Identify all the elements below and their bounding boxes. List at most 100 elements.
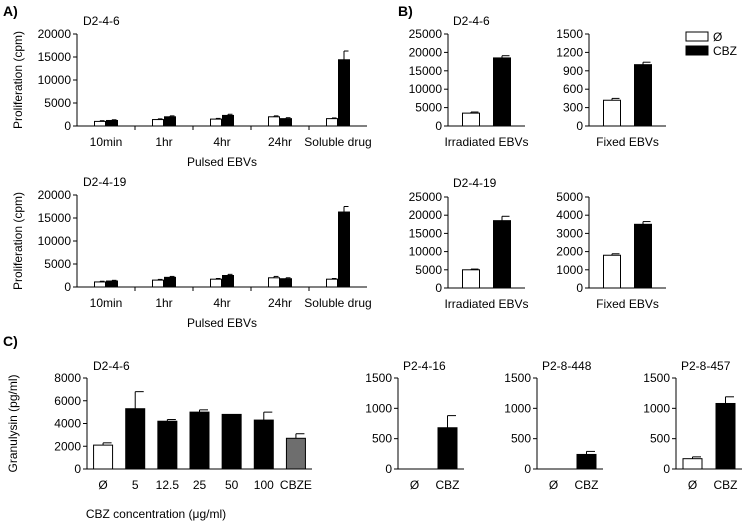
legend-swatch-none — [685, 31, 709, 42]
y-tick-label: 15000 — [38, 211, 72, 225]
bar-none — [326, 278, 338, 288]
bar-cbz — [222, 275, 234, 288]
y-tick-label: 0 — [663, 462, 670, 476]
bar-drug — [125, 408, 146, 470]
bar-none — [682, 458, 703, 470]
x-tick-label: 25 — [193, 478, 207, 492]
chart-b1: D2-4-6 0 5000 10000 15000 20000 25000 Irradiate… — [409, 14, 529, 149]
bar-cbz — [106, 119, 118, 127]
y-tick-label: 1000 — [365, 401, 392, 415]
y-tick-label: 600 — [563, 82, 583, 96]
y-tick-label: 10000 — [409, 82, 443, 96]
y-tick-label: 5000 — [44, 257, 71, 271]
y-tick-label: 1000 — [556, 263, 583, 277]
chart-c4: P2-8-457 0 500 1000 1500 Ø CBZ — [643, 359, 742, 492]
x-tick-label: CBZ — [575, 478, 599, 492]
y-tick-label: 5000 — [415, 101, 442, 115]
bar-cbz — [493, 220, 511, 289]
chart-a1: D2-4-6 0 5000 10000 15000 20000 Proliferation … — [11, 14, 372, 169]
bar-drug — [253, 419, 274, 470]
x-tick-label: Ø — [410, 478, 419, 492]
y-tick-label: 300 — [563, 101, 583, 115]
bar-none — [152, 279, 164, 288]
y-axis-title: Proliferation (cpm) — [11, 31, 25, 129]
y-tick-label: 25000 — [409, 27, 443, 41]
x-tick-label: 4hr — [213, 296, 230, 310]
y-axis-title: Granulysin (pg/ml) — [6, 374, 20, 472]
chart-title: D2-4-19 — [453, 176, 497, 190]
y-tick-label: 4000 — [54, 417, 81, 431]
bar-none — [94, 281, 106, 288]
bar-none — [326, 118, 338, 127]
x-tick-label: 50 — [225, 478, 239, 492]
bar-cbze — [285, 437, 306, 470]
chart-c1: D2-4-6 0 2000 4000 6000 8000 Granulysin (pg/ml… — [6, 359, 312, 521]
bar-cbz — [164, 116, 176, 127]
legend-label-cbz: CBZ — [713, 44, 737, 58]
chart-title: P2-8-457 — [681, 359, 731, 373]
chart-c2: P2-4-16 0 500 1000 1500 Ø CBZ — [365, 359, 464, 492]
y-tick-label: 10000 — [38, 234, 72, 248]
bar-cbz — [634, 223, 652, 289]
x-axis-title: Irradiated EBVs — [444, 297, 528, 311]
legend: Ø CBZ — [685, 30, 737, 58]
x-tick-label: Ø — [98, 478, 107, 492]
y-axis-title: Proliferation (cpm) — [11, 192, 25, 290]
chart-title: P2-4-16 — [403, 359, 446, 373]
bar-drug — [189, 411, 210, 470]
chart-title: D2-4-6 — [93, 359, 130, 373]
x-tick-label: 100 — [254, 478, 274, 492]
y-tick-label: 15000 — [409, 226, 443, 240]
x-tick-label: 4hr — [213, 135, 230, 149]
x-axis-title: Pulsed EBVs — [187, 155, 257, 169]
bar-none — [152, 119, 164, 127]
bar-cbz — [280, 118, 292, 127]
panel-label-c: C) — [3, 333, 18, 349]
y-tick-label: 1200 — [556, 45, 583, 59]
panel-label-a: A) — [3, 3, 18, 19]
bar-cbz — [634, 64, 652, 127]
bar-cbz — [280, 278, 292, 288]
x-tick-label: Ø — [549, 478, 558, 492]
x-tick-label: 24hr — [268, 135, 292, 149]
chart-title: D2-4-6 — [453, 14, 490, 28]
y-tick-label: 20000 — [409, 45, 443, 59]
y-tick-label: 15000 — [38, 50, 72, 64]
y-tick-label: 1000 — [504, 401, 531, 415]
bar-none — [462, 269, 480, 289]
bar-none — [603, 99, 621, 127]
bar-cbz — [338, 211, 350, 288]
panel-label-b: B) — [398, 3, 413, 19]
x-tick-label: 24hr — [268, 296, 292, 310]
chart-b3: D2-4-19 0 5000 10000 15000 20000 25000 Irradiat… — [409, 176, 529, 311]
bar-none — [210, 118, 222, 127]
chart-title: D2-4-6 — [83, 14, 120, 28]
x-tick-label: 10min — [90, 135, 123, 149]
y-tick-label: 0 — [385, 462, 392, 476]
bar-none — [210, 278, 222, 288]
y-tick-label: 25000 — [409, 190, 443, 204]
legend-label-none: Ø — [713, 30, 722, 44]
y-tick-label: 0 — [576, 119, 583, 133]
x-tick-label: 1hr — [155, 135, 172, 149]
y-tick-label: 1500 — [504, 371, 531, 385]
y-tick-label: 500 — [650, 432, 670, 446]
legend-swatch-cbz — [685, 45, 709, 56]
chart-a2: D2-4-19 0 5000 10000 15000 20000 Proliferation… — [11, 175, 372, 330]
x-axis-title: Pulsed EBVs — [187, 316, 257, 330]
x-tick-label: 5 — [132, 478, 139, 492]
y-tick-label: 0 — [74, 462, 81, 476]
y-tick-label: 20000 — [38, 188, 72, 202]
bar-drug — [437, 427, 458, 470]
bar-none — [93, 444, 114, 470]
y-tick-label: 6000 — [54, 394, 81, 408]
x-axis-title: Irradiated EBVs — [444, 135, 528, 149]
bar-drug — [576, 453, 597, 470]
y-tick-label: 0 — [524, 462, 531, 476]
y-tick-label: 900 — [563, 64, 583, 78]
x-tick-label: CBZ — [436, 478, 460, 492]
chart-b4: 0 1000 2000 3000 4000 5000 Fixed EBVs — [556, 190, 666, 311]
y-tick-label: 2000 — [556, 245, 583, 259]
